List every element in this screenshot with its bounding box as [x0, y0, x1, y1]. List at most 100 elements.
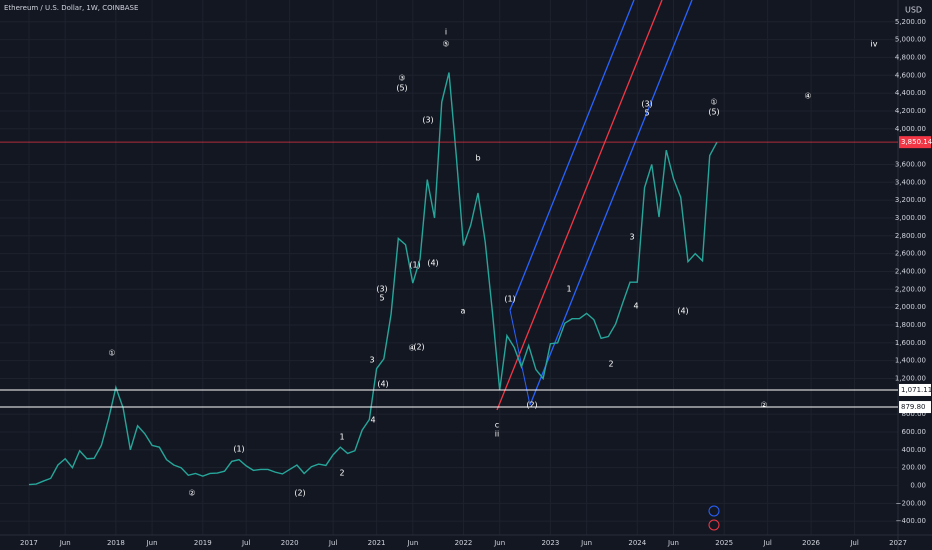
x-tick-label: 2024 — [628, 539, 646, 547]
price-label: 879.80 — [901, 403, 926, 411]
grid — [0, 0, 899, 535]
x-tick-label: Jun — [59, 539, 71, 547]
wave-label: (2) — [294, 489, 305, 498]
x-tick-label: 2017 — [20, 539, 38, 547]
price-label: 1,071.11 — [901, 386, 932, 394]
x-tick-label: Jul — [849, 539, 859, 547]
chart-title: Ethereum / U.S. Dollar, 1W, COINBASE — [4, 4, 138, 12]
x-tick-label: Jul — [241, 539, 251, 547]
y-tick-label: −200.00 — [896, 499, 926, 507]
x-tick-label: Jun — [493, 539, 505, 547]
wave-label: ④ — [804, 92, 811, 101]
y-tick-label: 600.00 — [902, 428, 927, 436]
x-tick-label: Jul — [328, 539, 338, 547]
price-label-box — [899, 383, 931, 396]
x-tick-label: 2018 — [107, 539, 125, 547]
x-tick-label: 2023 — [541, 539, 559, 547]
x-tick-label: 2027 — [889, 539, 907, 547]
y-tick-label: 2,800.00 — [895, 232, 926, 240]
wave-label: ⑤ — [442, 40, 449, 49]
wave-label: 1 — [339, 433, 344, 442]
wave-label: (3) — [641, 100, 652, 109]
y-tick-label: 3,600.00 — [895, 160, 926, 168]
y-tick-label: 4,400.00 — [895, 89, 926, 97]
y-tick-label: 2,600.00 — [895, 250, 926, 258]
wave-label: ii — [495, 430, 499, 439]
y-tick-label: 200.00 — [902, 464, 927, 472]
wave-label: ④ — [408, 344, 415, 353]
wave-label: (1) — [504, 295, 515, 304]
wave-label: ① — [710, 98, 717, 107]
pitchfork-lower — [529, 0, 693, 406]
y-tick-label: 5,000.00 — [895, 36, 926, 44]
y-tick-label: 1,800.00 — [895, 321, 926, 329]
wave-label: ② — [188, 489, 195, 498]
y-tick-label: 3,400.00 — [895, 178, 926, 186]
y-tick-label: 4,800.00 — [895, 53, 926, 61]
wave-label: 1 — [566, 285, 571, 294]
x-tick-label: Jun — [580, 539, 592, 547]
icon[interactable] — [708, 519, 720, 531]
price-label-box — [899, 401, 931, 414]
y-tick-label: 800.00 — [902, 410, 927, 418]
wave-label: 5 — [644, 109, 649, 118]
wave-label: (4) — [377, 380, 388, 389]
wave-label: a — [461, 307, 466, 316]
y-tick-label: 2,000.00 — [895, 303, 926, 311]
price-label: 3,850.14 — [901, 138, 932, 146]
pitchfork-median — [496, 0, 663, 411]
x-tick-label: Jun — [406, 539, 418, 547]
wave-label: (4) — [677, 307, 688, 316]
wave-label: 3 — [629, 233, 634, 242]
wave-label: (3) — [422, 116, 433, 125]
wave-label: 2 — [608, 360, 613, 369]
x-tick-label: Jul — [762, 539, 772, 547]
wave-label: (2) — [413, 343, 424, 352]
y-tick-label: 4,600.00 — [895, 71, 926, 79]
x-tick-label: 2020 — [281, 539, 299, 547]
price-label-box — [899, 136, 931, 149]
y-tick-label: 400.00 — [902, 446, 927, 454]
wave-label: iv — [871, 40, 878, 49]
x-tick-label: 2026 — [802, 539, 820, 547]
y-tick-label: 1,200.00 — [895, 374, 926, 382]
price-line — [28, 72, 718, 486]
y-tick-label: 3,000.00 — [895, 214, 926, 222]
wave-label: (5) — [396, 84, 407, 93]
wave-label: (1) — [409, 261, 420, 270]
y-tick-label: 4,200.00 — [895, 107, 926, 115]
x-tick-label: Jun — [146, 539, 158, 547]
wave-label: i — [445, 28, 447, 37]
y-tick-label: 1,400.00 — [895, 357, 926, 365]
y-tick-label: 2,400.00 — [895, 267, 926, 275]
wave-label: 4 — [633, 302, 638, 311]
wave-label: ① — [108, 349, 115, 358]
wave-label: (5) — [708, 108, 719, 117]
icon[interactable] — [708, 505, 720, 517]
y-axis-label: USD — [905, 6, 922, 15]
wave-label: c — [495, 421, 499, 430]
y-tick-label: −400.00 — [896, 517, 926, 525]
y-tick-label: 2,200.00 — [895, 285, 926, 293]
wave-label: ② — [760, 401, 767, 410]
wave-label: 2 — [339, 469, 344, 478]
x-tick-label: Jun — [667, 539, 679, 547]
pitchfork — [496, 0, 693, 411]
wave-label: (4) — [427, 259, 438, 268]
y-tick-label: 1,600.00 — [895, 339, 926, 347]
wave-label: (1) — [233, 445, 244, 454]
wave-label: (3) — [376, 285, 387, 294]
y-tick-label: 5,200.00 — [895, 18, 926, 26]
wave-label: 5 — [379, 294, 384, 303]
pitchfork-base — [509, 309, 531, 406]
x-tick-label: 2019 — [194, 539, 212, 547]
y-tick-label: 4,000.00 — [895, 125, 926, 133]
x-tick-label: 2021 — [368, 539, 386, 547]
wave-label: b — [475, 154, 480, 163]
wave-label: ③ — [398, 74, 405, 83]
y-tick-label: 3,200.00 — [895, 196, 926, 204]
x-tick-label: 2025 — [715, 539, 733, 547]
x-tick-label: 2022 — [455, 539, 473, 547]
